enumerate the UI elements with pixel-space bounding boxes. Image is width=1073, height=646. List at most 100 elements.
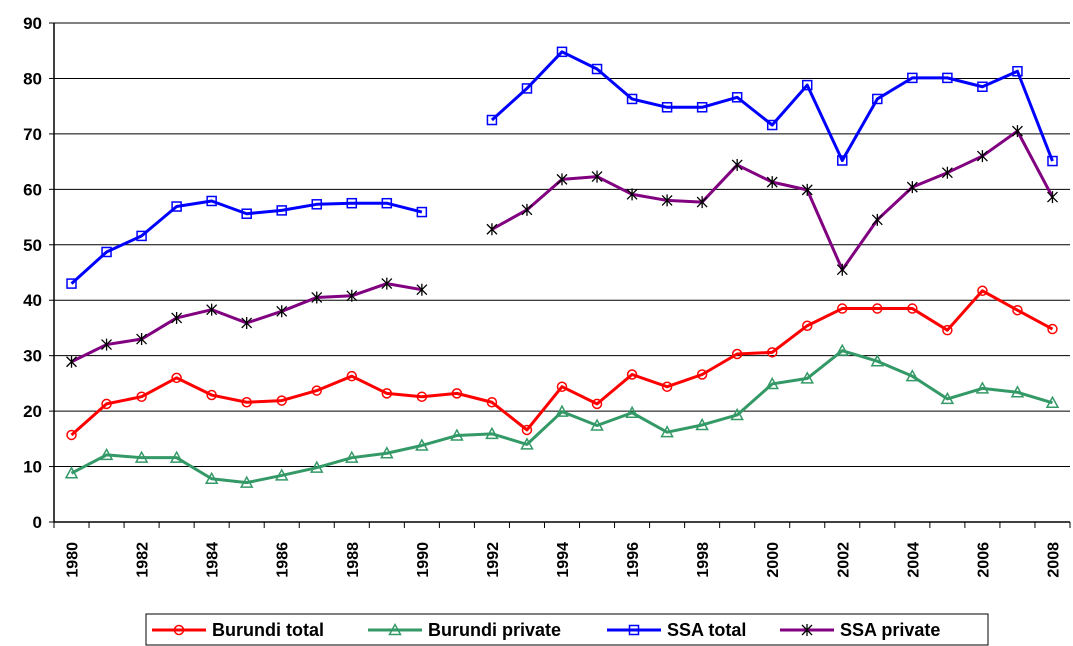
marker [388, 622, 402, 636]
marker [171, 201, 182, 212]
marker [101, 246, 112, 258]
marker [940, 391, 955, 405]
marker [801, 320, 813, 331]
marker [241, 316, 253, 329]
marker [241, 208, 252, 219]
marker [173, 624, 185, 636]
marker [942, 72, 953, 84]
marker [134, 450, 149, 463]
marker [766, 347, 778, 358]
marker [942, 324, 953, 336]
marker [556, 173, 568, 186]
marker [696, 102, 708, 113]
marker [311, 291, 323, 304]
marker [1012, 65, 1023, 77]
marker [800, 371, 815, 384]
y-tick-label: 80 [23, 69, 42, 88]
marker [346, 289, 358, 302]
marker [626, 93, 638, 105]
marker [486, 396, 498, 408]
marker [907, 303, 918, 314]
marker [1011, 125, 1023, 138]
marker [556, 46, 568, 58]
marker [626, 369, 638, 380]
legend-label: Burundi private [428, 620, 561, 640]
marker [486, 223, 498, 236]
marker [730, 407, 744, 421]
marker [941, 166, 953, 179]
x-tick-label: 1982 [135, 542, 152, 578]
marker [451, 388, 463, 399]
marker [276, 395, 287, 406]
marker [64, 466, 79, 479]
marker [1047, 191, 1058, 204]
marker [766, 176, 778, 189]
marker [696, 196, 708, 209]
x-tick-label: 1980 [65, 542, 82, 578]
marker [206, 389, 217, 401]
marker [346, 197, 358, 209]
marker [835, 343, 850, 356]
marker [591, 398, 603, 410]
marker [556, 381, 568, 392]
marker [801, 183, 813, 196]
marker [661, 381, 673, 392]
marker [976, 150, 988, 163]
series-line [70, 349, 1053, 485]
x-tick-label: 1994 [555, 542, 572, 578]
marker [346, 370, 358, 382]
marker [136, 230, 147, 242]
marker [415, 438, 429, 451]
marker [731, 158, 743, 171]
marker [521, 424, 533, 436]
marker [136, 333, 148, 346]
marker [1010, 385, 1025, 398]
marker [628, 624, 640, 636]
marker [274, 468, 289, 481]
marker [975, 381, 990, 394]
y-tick-label: 30 [23, 347, 42, 366]
x-tick-label: 2000 [765, 542, 782, 578]
x-tick-label: 1984 [205, 542, 222, 578]
marker [521, 83, 533, 94]
marker [311, 199, 323, 210]
marker [1012, 304, 1023, 316]
marker [731, 348, 743, 360]
marker [239, 475, 254, 488]
series-line [70, 289, 1054, 437]
x-tick-label: 2006 [975, 542, 992, 578]
marker [696, 369, 708, 380]
marker [872, 303, 883, 314]
marker [591, 63, 603, 75]
y-tick-label: 60 [23, 180, 42, 199]
marker [101, 398, 112, 410]
marker [311, 385, 323, 396]
marker [661, 102, 673, 113]
marker [204, 471, 219, 485]
marker [870, 354, 885, 367]
y-tick-label: 50 [23, 236, 42, 255]
marker [171, 372, 182, 384]
marker [276, 305, 288, 318]
legend-label: Burundi total [212, 620, 324, 640]
series-line [70, 199, 423, 285]
x-tick-label: 2002 [835, 542, 852, 578]
marker [66, 355, 77, 368]
marker [1047, 323, 1058, 335]
marker [837, 155, 848, 166]
marker [977, 81, 988, 93]
marker [626, 188, 638, 201]
marker [381, 197, 393, 209]
marker [977, 285, 988, 297]
legend-label: SSA total [667, 620, 746, 640]
legend-box [145, 613, 989, 646]
series-line [490, 50, 1054, 163]
marker [765, 376, 779, 390]
marker [486, 114, 498, 126]
marker [450, 428, 464, 441]
x-tick-label: 2004 [905, 542, 922, 578]
marker [171, 311, 183, 324]
marker [555, 404, 569, 417]
marker [625, 405, 639, 419]
